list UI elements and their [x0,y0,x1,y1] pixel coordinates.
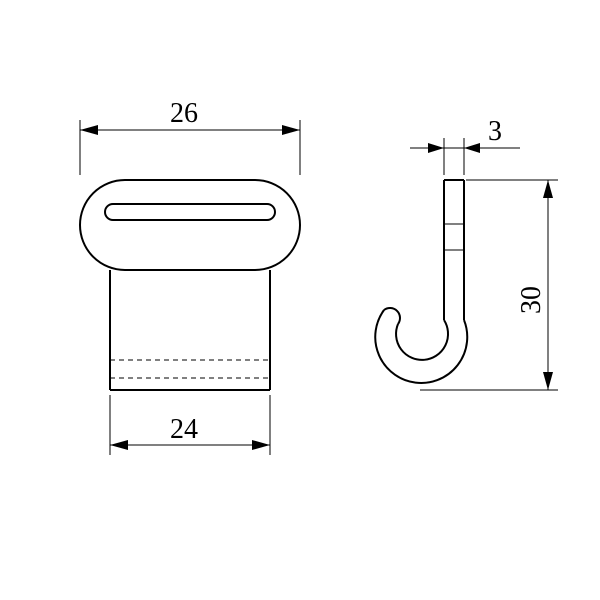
dim-3-text: 3 [488,116,502,147]
front-view [80,180,300,390]
dimension-3: 3 [410,116,520,175]
dimension-24: 24 [110,395,270,455]
dim-24-text: 24 [170,414,198,445]
dimension-30: 30 [420,180,558,390]
dim-26-text: 26 [170,98,198,129]
dimension-26: 26 [80,98,300,175]
dim-30-text: 30 [516,286,547,314]
side-view [375,180,467,383]
drawing-canvas: 26 24 [0,0,600,600]
